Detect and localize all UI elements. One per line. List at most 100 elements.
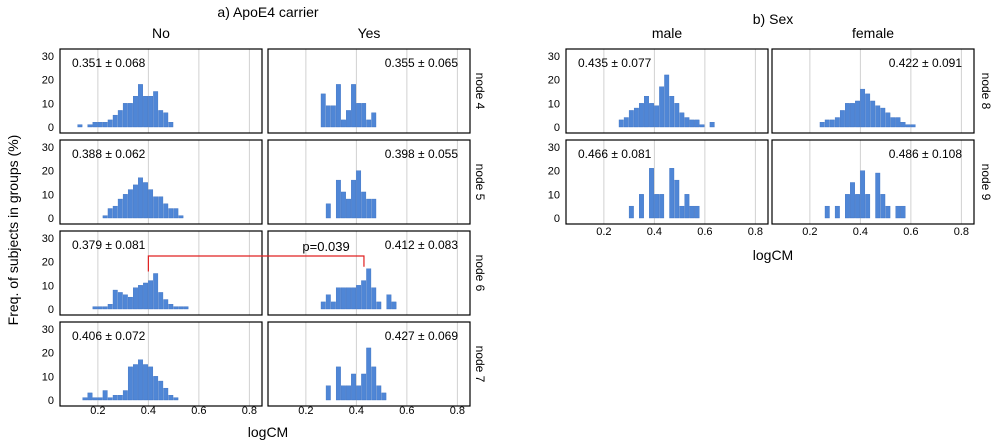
- panel-a-x-tick-label: 0.2: [90, 405, 105, 417]
- panel-a-histogram-bar: [320, 301, 326, 310]
- panel-a-histogram-bar: [92, 306, 98, 310]
- panel-a-histogram-bar: [87, 124, 93, 128]
- panel-a-y-tick-label: 10: [42, 98, 54, 110]
- panel-b-histogram-bar: [644, 96, 649, 128]
- panel-b-histogram-bar: [699, 124, 705, 128]
- panel-a-histogram-bar: [127, 366, 133, 401]
- panel-a-histogram-bar: [97, 306, 103, 310]
- panel-a-histogram-bar: [158, 196, 164, 219]
- panel-a-histogram-bar: [330, 105, 336, 128]
- panel-a-frame: [59, 48, 263, 134]
- panel-a-histogram-bar: [361, 103, 367, 128]
- panel-a-histogram-bar: [138, 359, 143, 401]
- panel-a-y-tick-label: 20: [42, 257, 54, 269]
- panel-a-y-tick-label: 20: [42, 166, 54, 178]
- panel-a-row-label: node 4: [473, 73, 487, 110]
- panel-a-histogram-bar: [117, 292, 123, 310]
- panel-b-histogram-bar: [870, 100, 876, 128]
- panel-b-x-tick-label: 0.6: [903, 226, 918, 238]
- panel-a-histogram-bar: [366, 198, 372, 219]
- panel-a-histogram-bar: [133, 287, 138, 310]
- panel-a-x-tick-label: 0.4: [349, 405, 364, 417]
- panel-b-histogram-bar: [834, 205, 840, 219]
- panel-a-histogram-bar: [178, 215, 184, 219]
- panel-a-histogram-bar: [87, 392, 93, 401]
- panel-b-column-header: male: [652, 25, 683, 41]
- panel-b-histogram-bar: [885, 205, 891, 219]
- panel-b-histogram-bar: [618, 119, 624, 128]
- panel-a-x-tick-label: 0.2: [298, 405, 313, 417]
- panel-b-histogram-bar: [659, 194, 665, 219]
- panel-a-histogram-bar: [112, 395, 118, 401]
- panel-b-x-tick-label: 0.2: [802, 226, 817, 238]
- panel-a-y-tick-label: 20: [42, 75, 54, 87]
- panel-b-histogram-bar: [669, 96, 675, 128]
- panel-a-histogram-bar: [371, 287, 377, 310]
- panel-a-histogram-bar: [366, 268, 372, 310]
- panel-a-histogram-bar: [148, 96, 154, 128]
- panel-b-histogram-bar: [855, 194, 860, 219]
- panel-a-histogram-bar: [381, 392, 387, 401]
- panel-a-frame: [267, 139, 471, 225]
- panel-a-histogram-bar: [163, 387, 169, 401]
- x-axis-label-b: logCM: [753, 247, 793, 263]
- panel-a-frame: [59, 321, 263, 407]
- panel-a-y-tick-label: 10: [42, 280, 54, 292]
- panel-b-stat-label: 0.466 ± 0.081: [578, 147, 652, 161]
- panel-b-stat-label: 0.422 ± 0.091: [889, 56, 963, 70]
- panel-b-histogram-bar: [855, 100, 860, 128]
- panel-a-significance-bracket: [147, 255, 365, 272]
- panel-a-row-label: node 6: [473, 255, 487, 292]
- panel-b-histogram-bar: [639, 194, 644, 219]
- panel-a-histogram-bar: [325, 203, 331, 219]
- panel-b-histogram-bar: [694, 205, 700, 219]
- panel-a-histogram-bar: [112, 289, 118, 310]
- panel-a-histogram-bar: [92, 397, 98, 401]
- panel-a-frame: [59, 230, 263, 316]
- panel-a-histogram-bar: [102, 306, 108, 310]
- panel-b-histogram-bar: [824, 205, 830, 219]
- panel-b-x-tick-label: 0.2: [596, 226, 611, 238]
- panel-a-histogram-bar: [341, 191, 346, 219]
- panel-b-histogram-bar: [824, 119, 830, 128]
- panel-a-histogram-bar: [361, 373, 367, 401]
- panel-b-histogram-bar: [850, 103, 855, 128]
- panel-b-histogram-bar: [850, 182, 855, 219]
- panel-a-histogram-bar: [371, 198, 377, 219]
- panel-a-stat-label: 0.351 ± 0.068: [72, 56, 146, 70]
- panel-a-frame: [267, 230, 471, 316]
- panel-a-frame: [267, 321, 471, 407]
- panel-a-histogram-bar: [143, 364, 148, 401]
- panel-b-y-tick-label: 0: [554, 122, 560, 134]
- panel-a-y-tick-label: 30: [42, 51, 54, 63]
- panel-a-histogram-bar: [351, 179, 356, 219]
- panel-a-histogram-bar: [138, 177, 143, 219]
- panel-b-histogram-bar: [639, 103, 644, 128]
- panel-a-histogram-bar: [341, 287, 346, 310]
- panel-a-histogram-bar: [341, 385, 346, 401]
- panel-a-histogram-bar: [133, 96, 138, 128]
- panel-a-column-header: Yes: [358, 25, 381, 41]
- panel-a-histogram-bar: [107, 304, 113, 310]
- panel-a-y-tick-label: 30: [42, 324, 54, 336]
- panel-a-histogram-bar: [346, 385, 351, 401]
- panel-a-x-tick-label: 0.4: [141, 405, 156, 417]
- panel-a-histogram-bar: [153, 273, 159, 310]
- panel-a-stat-label: 0.388 ± 0.062: [72, 147, 146, 161]
- panel-b-y-tick-label: 30: [548, 51, 560, 63]
- panel-b-x-tick-label: 0.8: [954, 226, 969, 238]
- panel-b-histogram-bar: [684, 194, 690, 219]
- panel-b-histogram-bar: [839, 110, 845, 128]
- panel-b-stat-label: 0.435 ± 0.077: [578, 56, 652, 70]
- panel-a-frame: [59, 139, 263, 225]
- panel-a-histogram-bar: [168, 122, 174, 128]
- panel-b-frame: [565, 48, 769, 134]
- panel-a-histogram-bar: [153, 376, 159, 401]
- panel-b-column-header: female: [852, 25, 894, 41]
- panel-a-histogram-bar: [138, 285, 143, 310]
- panel-b-histogram-bar: [880, 194, 886, 219]
- panel-b-y-tick-label: 20: [548, 75, 560, 87]
- panel-a-histogram-bar: [127, 189, 133, 219]
- panel-b-histogram-bar: [679, 205, 685, 219]
